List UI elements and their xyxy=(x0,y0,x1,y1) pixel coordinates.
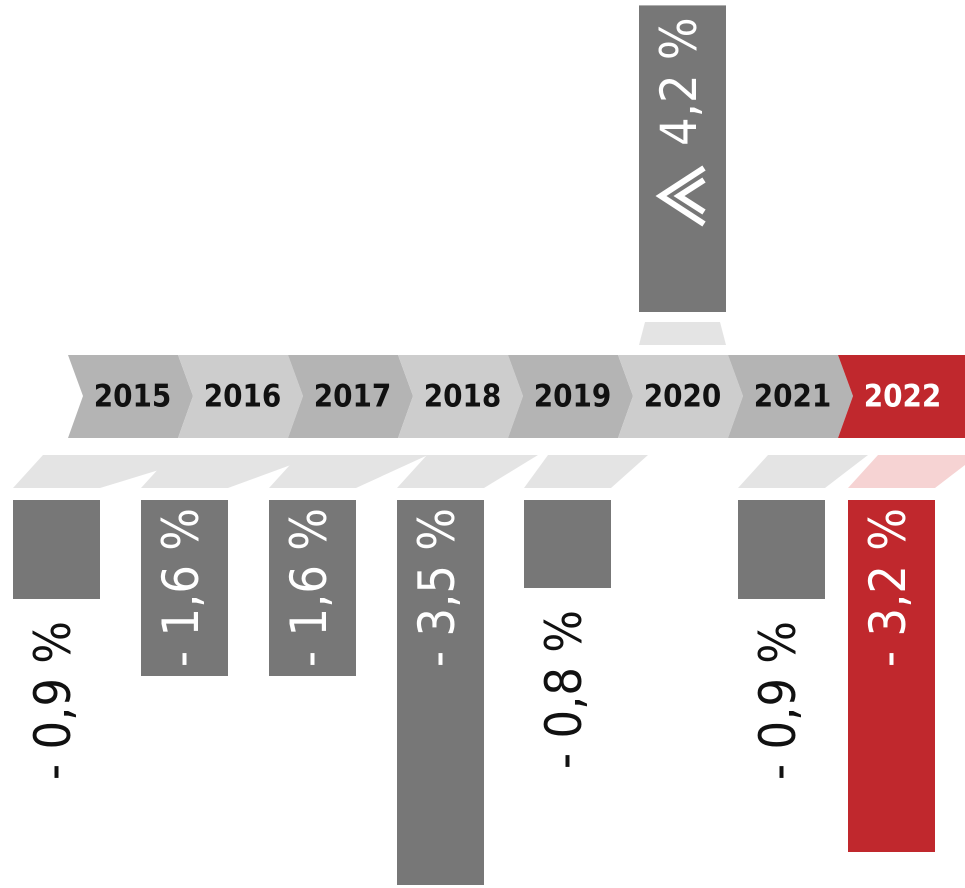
connector xyxy=(639,322,726,345)
year-label: 2019 xyxy=(534,379,612,415)
value-label: - 0,9 % xyxy=(749,621,807,780)
value-label: - 3,2 % xyxy=(859,508,917,667)
timeline-segment xyxy=(68,355,193,438)
bar xyxy=(13,500,100,599)
connector xyxy=(848,455,965,488)
timeline-segment xyxy=(398,355,523,438)
timeline-segment xyxy=(288,355,413,438)
value-label: - 1,6 % xyxy=(280,508,338,667)
bar xyxy=(397,500,484,885)
timeline-segment xyxy=(728,355,853,438)
value-label: - 0,8 % xyxy=(535,610,593,769)
value-label: - 0,9 % xyxy=(24,621,82,780)
year-label: 2015 xyxy=(94,379,172,415)
connector xyxy=(141,455,318,488)
value-label: - 1,6 % xyxy=(152,508,210,667)
bar xyxy=(738,500,825,599)
connector xyxy=(738,455,868,488)
connector xyxy=(524,455,648,488)
timeline-segment xyxy=(618,355,743,438)
year-label: 2016 xyxy=(204,379,282,415)
connector xyxy=(269,455,428,488)
bar xyxy=(524,500,611,588)
bar xyxy=(639,5,726,313)
connector xyxy=(397,455,538,488)
chevron-icon xyxy=(673,177,706,215)
year-label: 2022 xyxy=(864,379,942,415)
timeline-segment xyxy=(838,355,965,438)
year-label: 2021 xyxy=(754,379,832,415)
year-label: 2018 xyxy=(424,379,502,415)
chevron-icon xyxy=(655,165,706,227)
bar xyxy=(269,500,356,676)
value-label: 4,2 % xyxy=(650,17,708,146)
year-label: 2020 xyxy=(644,379,722,415)
timeline-segment xyxy=(178,355,303,438)
year-label: 2017 xyxy=(314,379,392,415)
bar xyxy=(141,500,228,676)
bar xyxy=(848,500,935,852)
value-label: - 3,5 % xyxy=(408,508,466,667)
timeline-segment xyxy=(508,355,633,438)
connector xyxy=(13,455,208,488)
